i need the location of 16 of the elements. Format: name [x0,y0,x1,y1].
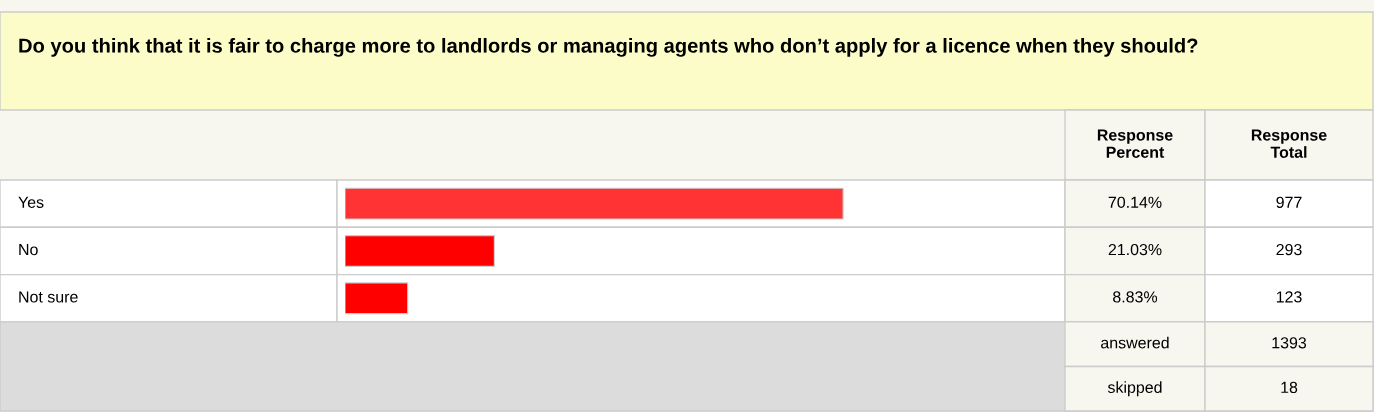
data-label: 70.14% [1108,196,1162,208]
data-label: 21.03% [1108,243,1162,256]
text: answered [1101,336,1169,349]
text: 18 [1281,381,1298,394]
text: 293 [1276,243,1302,256]
text: Response Total [1251,129,1327,158]
text: 1393 [1272,337,1307,349]
text: skipped [1107,381,1162,397]
text: 977 [1276,196,1302,208]
y-tick-label: No [19,244,38,256]
y-tick-label: Not sure [19,291,78,303]
data-label: 8.83% [1113,291,1158,303]
text: Response Percent [1097,129,1173,158]
chart-title: Do you think that it is fair to charge more to landlords or managing agents who don’t apply for a licence when they should? [19,38,1198,57]
text: 123 [1276,291,1302,303]
y-tick-label: Yes [18,196,44,208]
